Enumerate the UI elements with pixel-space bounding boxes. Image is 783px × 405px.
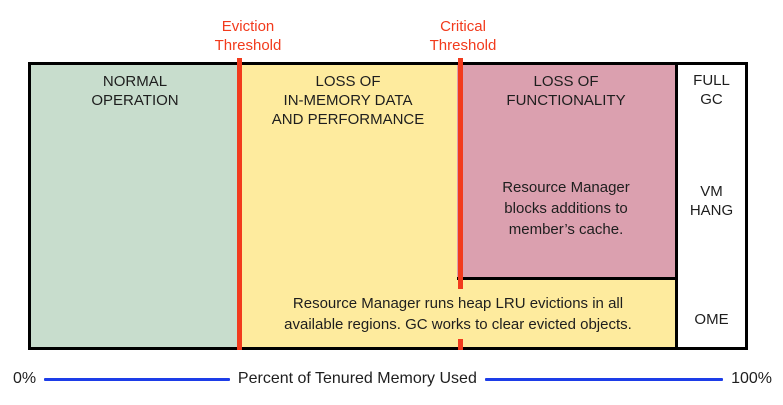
normal-operation-title-line1: NORMAL	[102, 73, 168, 90]
eviction-zone-title-line1: LOSS OF	[315, 73, 381, 90]
axis-min-label: 0%	[13, 370, 37, 387]
eviction-threshold-label-line2: Threshold	[214, 37, 282, 54]
critical-zone-title-line1: LOSS OF	[533, 73, 599, 90]
critical-zone-title-line2: FUNCTIONALITY	[506, 92, 626, 109]
vm-hang-label: VM HANG	[678, 182, 745, 220]
vm-hang-label-line2: HANG	[689, 202, 734, 219]
full-gc-label-line2: GC	[700, 91, 723, 108]
critical-zone-description: Resource Manager blocks additions to mem…	[457, 177, 675, 240]
memory-axis: 0% Percent of Tenured Memory Used 100%	[0, 367, 783, 391]
eviction-strip-description: Resource Manager runs heap LRU evictions…	[258, 289, 658, 339]
axis-max-label: 100%	[731, 370, 772, 387]
eviction-strip-description-line1: Resource Manager runs heap LRU evictions…	[292, 295, 624, 312]
axis-line-right	[484, 377, 724, 381]
axis-line-left	[44, 377, 230, 381]
eviction-strip-description-line2: available regions. GC works to clear evi…	[284, 316, 632, 333]
normal-operation-title-line2: OPERATION	[91, 92, 179, 109]
outcome-column: FULL GC VM HANG OME	[675, 65, 745, 347]
vm-hang-label-line1: VM	[700, 183, 723, 200]
axis-title: Percent of Tenured Memory Used	[237, 370, 477, 387]
critical-threshold-label: Critical Threshold	[398, 17, 528, 55]
critical-threshold-label-line1: Critical	[440, 18, 486, 35]
critical-zone: LOSS OF FUNCTIONALITY Resource Manager b…	[457, 65, 675, 280]
critical-zone-title: LOSS OF FUNCTIONALITY	[457, 65, 675, 110]
eviction-zone-title-line2: IN-MEMORY DATA	[283, 92, 413, 109]
ome-label: OME	[694, 311, 729, 328]
memory-usage-box: NORMAL OPERATION LOSS OF IN-MEMORY DATA …	[28, 62, 748, 350]
eviction-threshold-line	[237, 58, 242, 350]
critical-threshold-label-line2: Threshold	[429, 37, 497, 54]
critical-zone-description-line1: Resource Manager	[502, 179, 630, 196]
critical-zone-description-line2: blocks additions to	[504, 200, 628, 217]
full-gc-label: FULL GC	[678, 71, 745, 109]
eviction-threshold-label: Eviction Threshold	[183, 17, 313, 55]
eviction-zone-title: LOSS OF IN-MEMORY DATA AND PERFORMANCE	[239, 65, 457, 129]
normal-operation-zone: NORMAL OPERATION	[31, 65, 239, 347]
critical-zone-description-line3: member’s cache.	[508, 221, 624, 238]
eviction-threshold-label-line1: Eviction	[221, 18, 275, 35]
full-gc-label-line1: FULL	[693, 72, 730, 89]
normal-operation-title: NORMAL OPERATION	[31, 65, 239, 110]
eviction-zone-title-line3: AND PERFORMANCE	[271, 111, 425, 128]
critical-threshold-line	[458, 58, 463, 350]
